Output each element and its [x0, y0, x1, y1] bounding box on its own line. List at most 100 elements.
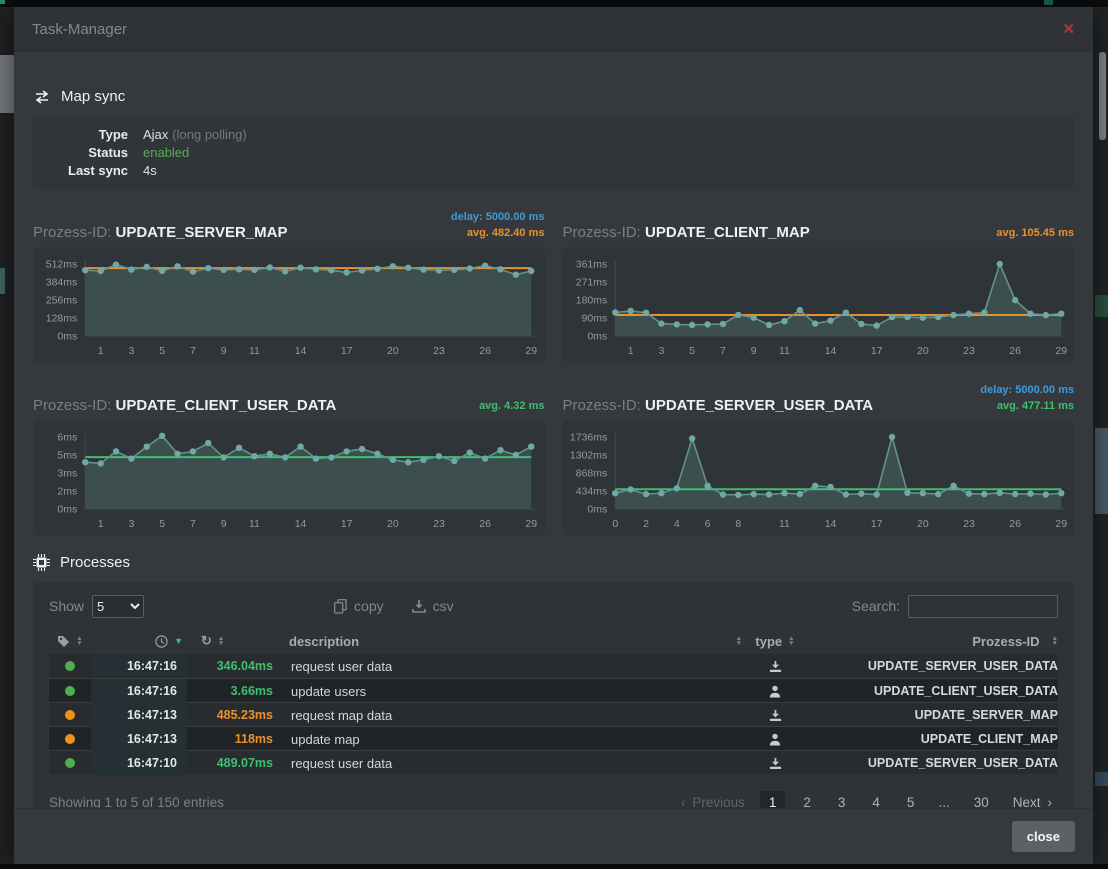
pagination-page-5[interactable]: 5: [898, 791, 924, 809]
time-cell: 16:47:13: [91, 703, 187, 727]
chart-plot-panel: 1736ms1302ms868ms434ms0ms024681114172023…: [563, 420, 1075, 536]
show-entries-label: Show: [49, 598, 84, 614]
time-cell: 16:47:10: [91, 751, 187, 775]
svg-text:0: 0: [612, 518, 618, 530]
svg-text:29: 29: [525, 518, 537, 530]
svg-text:11: 11: [249, 518, 260, 530]
svg-text:7: 7: [719, 345, 725, 357]
search-input[interactable]: [908, 595, 1058, 618]
column-header-prozess-id[interactable]: Prozess-ID ▲▼: [808, 634, 1058, 649]
info-row-type: Type Ajax (long polling): [47, 126, 1060, 144]
column-header-time[interactable]: ▼: [91, 635, 187, 648]
svg-text:1302ms: 1302ms: [569, 450, 606, 462]
close-icon[interactable]: ✕: [1062, 20, 1075, 38]
pagination-page-1[interactable]: 1: [760, 791, 786, 809]
table-footer: Showing 1 to 5 of 150 entries ‹Previous1…: [49, 788, 1058, 808]
process-table-row: 16:47:10489.07msrequest user dataUPDATE_…: [49, 750, 1058, 774]
type-header-label: type: [755, 634, 782, 649]
last-sync-label: Last sync: [47, 162, 143, 180]
server-download-icon: [769, 757, 782, 770]
svg-text:26: 26: [1009, 345, 1021, 357]
svg-text:180ms: 180ms: [575, 295, 607, 307]
svg-text:0ms: 0ms: [587, 331, 607, 343]
chart-plot-panel: 512ms384ms256ms128ms0ms13579111417202326…: [33, 247, 545, 363]
svg-text:2ms: 2ms: [57, 486, 77, 498]
svg-text:361ms: 361ms: [575, 259, 607, 271]
modal-body: Map sync Type Ajax (long polling) Status…: [14, 52, 1093, 808]
status-cell: [49, 734, 91, 744]
svg-text:14: 14: [295, 345, 307, 357]
chart-title: Prozess-ID: UPDATE_SERVER_MAP: [33, 224, 288, 241]
svg-text:1: 1: [98, 345, 104, 357]
column-header-duration[interactable]: ↺ ▲▼: [187, 633, 283, 649]
copy-button[interactable]: copy: [334, 598, 384, 614]
copy-icon: [334, 599, 347, 614]
chart-process-name: UPDATE_CLIENT_USER_DATA: [116, 397, 337, 414]
processes-panel: Show 5 copy: [33, 582, 1074, 808]
chart-update-server-user-data: Prozess-ID: UPDATE_SERVER_USER_DATA delay…: [563, 376, 1075, 536]
column-header-description[interactable]: description ▲▼: [283, 634, 742, 649]
map-sync-heading-label: Map sync: [61, 88, 125, 105]
sort-icon[interactable]: ▲▼: [218, 636, 224, 646]
time-cell: 16:47:13: [91, 727, 187, 751]
map-sync-panel: Type Ajax (long polling) Status enabled …: [33, 116, 1074, 190]
svg-text:5: 5: [689, 345, 695, 357]
chip-icon: [33, 554, 50, 571]
sort-icon[interactable]: ▲▼: [788, 636, 794, 646]
svg-text:26: 26: [479, 345, 491, 357]
pagination-page-4[interactable]: 4: [863, 791, 889, 809]
svg-text:14: 14: [295, 518, 307, 530]
svg-text:17: 17: [870, 518, 882, 530]
chart-meta: delay: 5000.00 msavg. 482.40 ms: [451, 209, 545, 241]
svg-text:23: 23: [433, 518, 445, 530]
chart-svg: 512ms384ms256ms128ms0ms13579111417202326…: [33, 250, 545, 362]
prozess-id-cell: UPDATE_CLIENT_MAP: [808, 732, 1058, 746]
chart-header: Prozess-ID: UPDATE_CLIENT_MAPavg. 105.45…: [563, 203, 1075, 241]
history-icon: ↺: [201, 633, 212, 649]
column-header-type[interactable]: type ▲▼: [742, 634, 808, 649]
server-download-icon: [769, 660, 782, 673]
close-button[interactable]: close: [1012, 821, 1075, 852]
svg-text:512ms: 512ms: [46, 259, 78, 271]
pagination-page-30[interactable]: 30: [965, 791, 998, 809]
status-dot: [65, 734, 75, 744]
time-cell: 16:47:16: [91, 654, 187, 678]
pagination-next[interactable]: Next›: [1007, 791, 1058, 809]
svg-text:0ms: 0ms: [587, 504, 607, 516]
table-header-row: ▲▼ ▼ ↺ ▲▼ description ▲▼: [49, 628, 1058, 654]
chart-avg-value: avg. 477.11 ms: [980, 398, 1074, 414]
background-fragment: [1095, 295, 1108, 317]
task-manager-modal: Task-Manager ✕ Map sync Type Ajax (long …: [14, 7, 1093, 864]
chart-title: Prozess-ID: UPDATE_SERVER_USER_DATA: [563, 397, 874, 414]
sorted-desc-icon[interactable]: ▼: [174, 636, 183, 646]
sort-icon[interactable]: ▲▼: [1052, 636, 1058, 646]
pagination-page-2[interactable]: 2: [794, 791, 820, 809]
chart-meta: avg. 4.32 ms: [479, 398, 544, 414]
chart-plot-panel: 6ms5ms3ms2ms0ms1357911141720232629: [33, 420, 545, 536]
last-sync-value: 4s: [143, 162, 157, 180]
chevron-right-icon: ›: [1048, 795, 1053, 809]
svg-text:1736ms: 1736ms: [569, 432, 606, 444]
svg-text:4: 4: [673, 518, 679, 530]
pagination-previous[interactable]: ‹Previous: [675, 791, 751, 809]
chart-delay-value: delay: 5000.00 ms: [980, 382, 1074, 398]
server-download-icon: [769, 709, 782, 722]
show-entries-select[interactable]: 5: [92, 595, 144, 618]
prozess-id-cell: UPDATE_SERVER_USER_DATA: [808, 659, 1058, 673]
svg-text:23: 23: [433, 345, 445, 357]
sort-icon[interactable]: ▲▼: [76, 636, 82, 646]
column-header-status[interactable]: ▲▼: [49, 635, 91, 648]
csv-button[interactable]: csv: [412, 598, 454, 614]
pagination-page-3[interactable]: 3: [829, 791, 855, 809]
processes-heading-label: Processes: [60, 554, 130, 571]
prozess-id-prefix: Prozess-ID:: [563, 224, 646, 241]
type-cell: [742, 733, 808, 746]
chart-avg-value: avg. 4.32 ms: [479, 398, 544, 414]
status-cell: [49, 758, 91, 768]
background-page-left: [0, 7, 14, 864]
svg-text:20: 20: [387, 518, 399, 530]
background-scrollbar[interactable]: [1099, 52, 1106, 140]
background-fragment: [1044, 0, 1053, 5]
processes-heading: Processes: [33, 554, 1074, 571]
svg-text:6: 6: [704, 518, 710, 530]
